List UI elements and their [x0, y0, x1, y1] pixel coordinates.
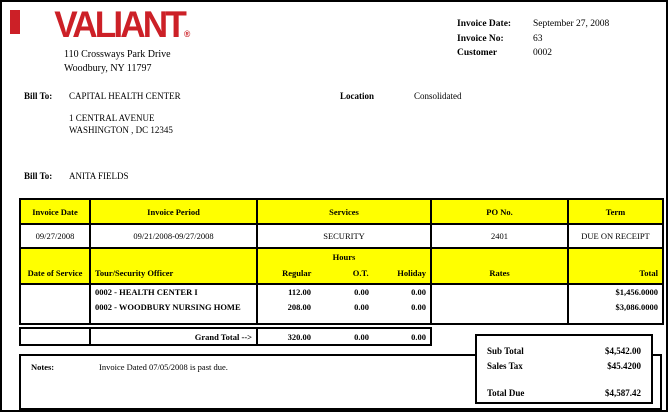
table-row: 0002 - WOODBURY NURSING HOME 208.00 0.00…	[19, 299, 665, 314]
cell-holiday: 0.00	[373, 299, 433, 314]
company-address-line2: Woodbury, NY 11797	[64, 63, 152, 74]
grand-total-row: Grand Total --> 320.00 0.00 0.00	[19, 327, 663, 346]
header-term: Term	[567, 198, 665, 225]
header-ot: O.T.	[352, 268, 369, 278]
header-rates: Rates	[430, 247, 570, 285]
sales-tax-value: $45.4200	[607, 361, 641, 371]
header-total: Total	[567, 247, 665, 285]
cell-regular: 208.00	[287, 301, 311, 312]
grand-total-ot: 0.00	[315, 327, 373, 346]
cell-total: $1,456.0000	[568, 284, 665, 299]
attention-label: Bill To:	[24, 171, 53, 181]
header-hours: Hours	[332, 252, 356, 262]
location-value: Consolidated	[414, 91, 462, 101]
bill-to-address: 1 CENTRAL AVENUE WASHINGTON , DC 12345	[69, 112, 173, 136]
total-due-value: $4,587.42	[605, 388, 641, 398]
total-due-row: Total Due $4,587.42	[487, 386, 641, 401]
registered-trademark-icon: ®	[183, 29, 191, 39]
cell-total: $3,086.0000	[568, 299, 665, 314]
header-invoice-period: Invoice Period	[89, 198, 258, 225]
header-date-of-service: Date of Service	[19, 247, 91, 285]
sub-total-value: $4,542.00	[605, 346, 641, 356]
table-values-row: 09/27/2008 09/21/2008-09/27/2008 SECURIT…	[19, 223, 665, 249]
sales-tax-label: Sales Tax	[487, 361, 523, 371]
total-due-label: Total Due	[487, 388, 525, 398]
notes-label: Notes:	[31, 362, 55, 372]
table-spacer-row	[19, 314, 665, 325]
attention-name: ANITA FIELDS	[69, 171, 129, 181]
cell-date-of-service	[19, 299, 91, 314]
notes-text: Invoice Dated 07/05/2008 is past due.	[99, 362, 228, 372]
customer-value: 0002	[533, 48, 552, 58]
company-address: 110 Crossways Park Drive Woodbury, NY 11…	[64, 48, 171, 76]
invoice-table: Invoice Date Invoice Period Services PO …	[19, 198, 665, 346]
invoice-meta: Invoice Date: September 27, 2008 Invoice…	[457, 17, 609, 61]
company-address-line1: 110 Crossways Park Drive	[64, 49, 171, 60]
header-hours-group: Hours Regular O.T. Holiday	[255, 247, 433, 285]
header-invoice-date: Invoice Date	[19, 198, 91, 225]
header-tour-security-officer: Tour/Security Officer	[89, 247, 258, 285]
valiant-logo: VALIANT®	[32, 3, 213, 47]
bill-to-name: CAPITAL HEALTH CENTER	[69, 91, 181, 101]
invoice-date-label: Invoice Date:	[457, 19, 512, 29]
invoice-date-value: September 27, 2008	[533, 19, 610, 29]
value-services: SECURITY	[255, 223, 433, 249]
table-header-row-1: Invoice Date Invoice Period Services PO …	[19, 198, 665, 225]
cell-holiday: 0.00	[373, 284, 433, 299]
location-label: Location	[340, 91, 375, 101]
grand-total-holiday: 0.00	[373, 327, 433, 346]
invoice-no-value: 63	[533, 33, 543, 44]
cell-date-of-service	[19, 284, 91, 299]
table-row: 0002 - HEALTH CENTER I 112.00 0.00 0.00 …	[19, 284, 665, 299]
sub-total-row: Sub Total $4,542.00	[487, 344, 641, 359]
cell-rates	[431, 284, 570, 299]
table-header-row-2: Date of Service Tour/Security Officer Ho…	[19, 247, 665, 285]
value-invoice-period: 09/21/2008-09/27/2008	[89, 223, 258, 249]
totals-box: Sub Total $4,542.00 Sales Tax $45.4200 T…	[475, 334, 653, 404]
bill-to-address-line2: WASHINGTON , DC 12345	[69, 125, 173, 135]
value-term: DUE ON RECEIPT	[567, 223, 665, 249]
sales-tax-row: Sales Tax $45.4200	[487, 359, 641, 374]
value-invoice-date: 09/27/2008	[19, 223, 91, 249]
header-services: Services	[255, 198, 433, 225]
grand-total-empty	[19, 327, 91, 346]
bill-to-address-line1: 1 CENTRAL AVENUE	[69, 113, 155, 123]
cell-regular: 112.00	[288, 287, 311, 297]
header-po-no: PO No.	[430, 198, 570, 225]
cell-tour: 0002 - HEALTH CENTER I	[90, 284, 258, 299]
header-holiday: Holiday	[397, 268, 427, 278]
cell-tour: 0002 - WOODBURY NURSING HOME	[90, 299, 258, 314]
invoice-no-label: Invoice No:	[457, 33, 504, 44]
customer-label: Customer	[457, 48, 498, 58]
cell-ot: 0.00	[354, 287, 369, 297]
notes-box: Notes: Invoice Dated 07/05/2008 is past …	[19, 354, 662, 410]
value-po-no: 2401	[430, 223, 570, 249]
logo-text: VALIANT	[54, 4, 187, 45]
cell-rates	[431, 299, 570, 314]
grand-total-label: Grand Total -->	[90, 327, 258, 346]
sub-total-label: Sub Total	[487, 346, 524, 356]
logo-left-mark	[10, 10, 20, 34]
bill-to-label: Bill To:	[24, 91, 53, 101]
hours-subheaders: Regular O.T. Holiday	[259, 268, 429, 278]
header-regular: Regular	[282, 268, 312, 278]
grand-total-regular: 320.00	[257, 327, 315, 346]
cell-ot: 0.00	[354, 301, 369, 312]
